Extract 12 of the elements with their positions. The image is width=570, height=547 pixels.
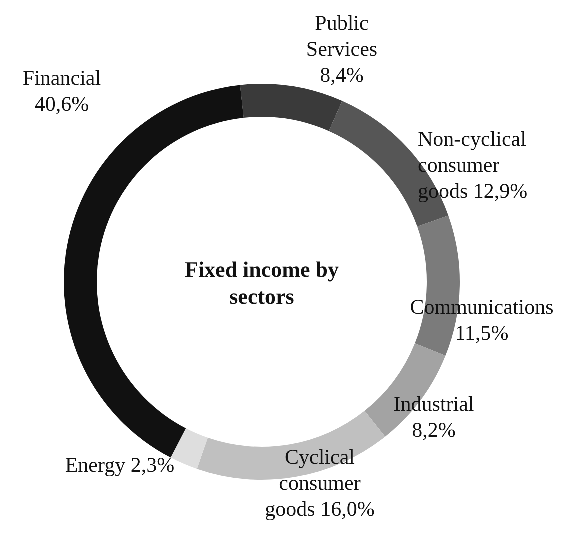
slice-label: Public Services <box>306 11 378 61</box>
donut-slice <box>197 411 386 480</box>
data-label: 8,4% <box>320 63 364 87</box>
donut-slice <box>240 84 342 132</box>
slice-label: Financial <box>22 66 102 90</box>
slice-label: Industrial <box>394 392 474 416</box>
data-label: 8,2% <box>412 418 456 442</box>
data-label: 40,6% <box>34 92 90 116</box>
slice-label: Energy 2,3% <box>65 453 175 477</box>
text: Fixed income by sectors <box>185 257 339 309</box>
slice-label: Cyclical consumer goods 16,0% <box>265 445 375 521</box>
data-label: 11,5% <box>455 321 509 345</box>
